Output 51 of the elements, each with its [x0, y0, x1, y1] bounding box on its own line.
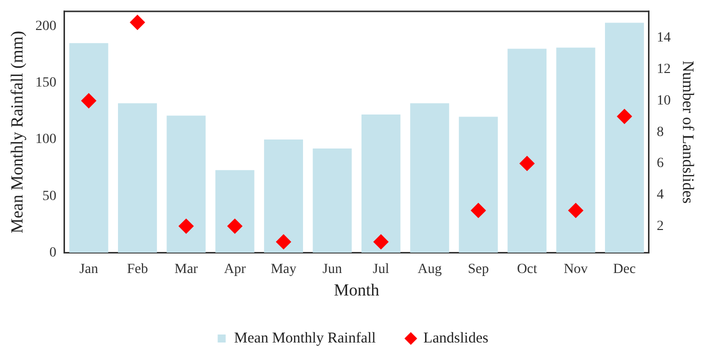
y-tick-label: 200 [35, 18, 56, 34]
point [520, 156, 535, 171]
x-axis-title: Month [334, 280, 380, 300]
x-tick-label: Aug [418, 262, 442, 277]
point [178, 218, 194, 234]
x-tick-label: Jan [79, 262, 98, 277]
y2-axis-title: Number of Landslides [679, 60, 696, 204]
y-tick-label: 150 [35, 75, 56, 90]
bar [508, 48, 547, 253]
point [373, 234, 388, 250]
bar [410, 103, 450, 253]
x-tick-label: Jul [372, 262, 390, 277]
y-axis-title: Mean Monthly Rainfall (mm) [8, 30, 27, 234]
point [81, 93, 96, 108]
point [616, 108, 632, 124]
legend-label: Landslides [423, 330, 488, 346]
bar [118, 103, 157, 253]
point [568, 202, 584, 218]
y2-tick-label: 14 [656, 30, 671, 46]
bar [312, 148, 352, 253]
point [227, 218, 242, 234]
x-tick-label: Apr [224, 262, 246, 277]
y2-tick-label: 12 [656, 62, 671, 78]
y2-tick-label: 10 [656, 93, 671, 108]
y2-tick-label: 4 [656, 187, 664, 202]
y-tick-label: 100 [35, 132, 56, 148]
x-tick-label: Mar [174, 262, 198, 277]
bar [556, 48, 596, 253]
point [130, 14, 145, 30]
x-tick-label: Sep [468, 262, 489, 277]
y2-tick-label: 2 [656, 218, 664, 234]
x-tick-label: May [270, 262, 296, 277]
bar [166, 116, 206, 253]
point [276, 234, 292, 250]
bar [264, 139, 304, 253]
y-tick-label: 0 [49, 245, 56, 260]
y2-tick-label: 8 [656, 124, 664, 140]
bar [458, 116, 498, 253]
legend-label: Mean Monthly Rainfall [234, 330, 376, 346]
bar [604, 22, 644, 253]
point [470, 202, 486, 218]
x-tick-label: Feb [126, 262, 148, 277]
x-tick-label: Jun [322, 262, 342, 277]
x-tick-label: Nov [564, 262, 588, 277]
y-tick-label: 50 [42, 188, 56, 204]
x-tick-label: Dec [613, 262, 636, 277]
bar [215, 170, 254, 253]
x-tick-label: Oct [516, 262, 538, 277]
bar [69, 43, 108, 253]
bar [361, 114, 400, 253]
y2-tick-label: 6 [656, 156, 664, 172]
